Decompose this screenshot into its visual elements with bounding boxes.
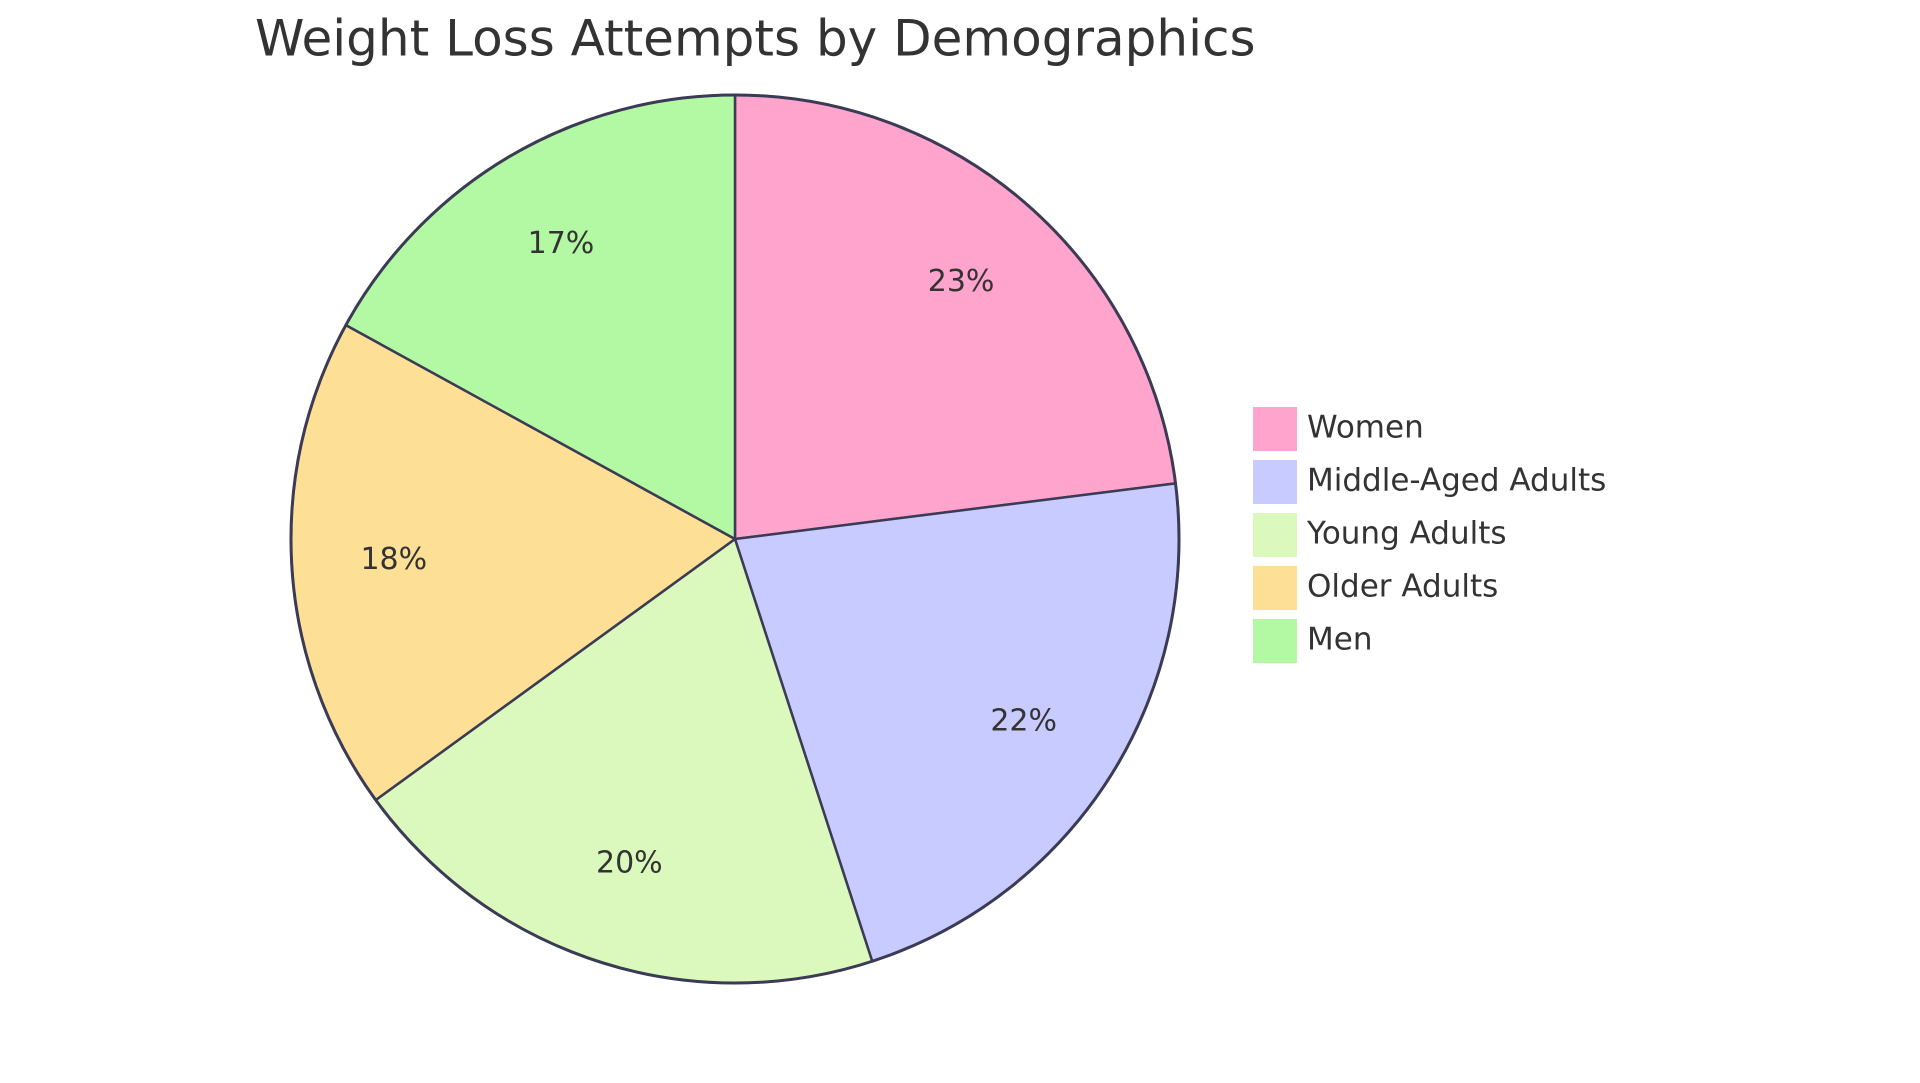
legend-label: Women [1307,410,1424,446]
slice-label: 20% [596,846,663,881]
legend-label: Middle-Aged Adults [1307,463,1606,499]
slice-label: 17% [528,226,595,261]
legend-swatch [1253,513,1297,557]
legend-label: Young Adults [1306,516,1507,552]
legend-swatch [1253,566,1297,610]
legend-swatch [1253,619,1297,663]
slice-label: 23% [928,264,995,299]
slice-label: 22% [990,704,1057,739]
legend-swatch [1253,460,1297,504]
legend-label: Men [1307,622,1372,658]
slice-label: 18% [360,542,427,577]
legend-label: Older Adults [1307,569,1498,605]
legend-swatch [1253,407,1297,451]
chart-title: Weight Loss Attempts by Demographics [255,10,1256,68]
pie-outline [289,93,1181,985]
pie-slice [733,93,1177,541]
